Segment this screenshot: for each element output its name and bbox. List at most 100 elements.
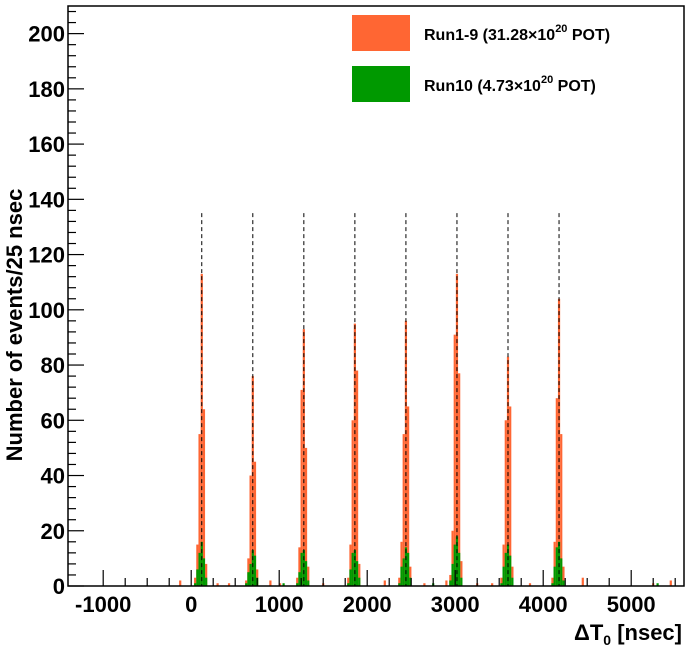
bar-run1-9-bunch5 xyxy=(407,406,410,586)
bar-run10-bunch5 xyxy=(400,566,403,586)
bar-run1-9-bunch8 xyxy=(557,298,561,586)
bar-run10-bunch7 xyxy=(511,577,514,586)
bar-run10-bunch4 xyxy=(347,583,350,586)
bar-run1-9-bunch7 xyxy=(506,356,510,586)
bar-run1-9-bunch6 xyxy=(458,373,461,586)
bar-run1-9-bunch7 xyxy=(509,406,512,586)
y-tick-label: 200 xyxy=(28,22,65,47)
bar-run10-bunch6 xyxy=(453,544,456,586)
bar-run10-bunch3 xyxy=(298,572,301,586)
x-tick-label: 0 xyxy=(185,592,197,617)
bar-run1-9-background xyxy=(278,583,282,586)
x-tick-label: 4000 xyxy=(519,592,568,617)
y-tick-label: 80 xyxy=(41,353,65,378)
bar-run10-bunch5 xyxy=(409,577,412,586)
bar-run10-bunch8 xyxy=(553,566,556,586)
x-tick-label: 2000 xyxy=(343,592,392,617)
bar-run1-9-background xyxy=(581,577,584,586)
bar-run10-bunch8 xyxy=(555,547,558,586)
bars-layer xyxy=(179,273,672,586)
bar-run1-9-bunch7 xyxy=(502,544,505,586)
bar-run1-9-bunch3 xyxy=(298,547,301,586)
bar-run1-9-bunch1 xyxy=(200,273,203,586)
bar-run1-9-bunch6 xyxy=(451,530,454,586)
bar-run1-9-bunch3 xyxy=(296,577,299,586)
bar-run10-background xyxy=(282,583,285,586)
bar-run10-bunch6 xyxy=(455,536,459,586)
bunch-center-lines xyxy=(201,213,560,586)
bar-run10-bunch2 xyxy=(251,550,254,586)
x-tick-labels: -1000 0 1000 2000 3000 4000 5000 xyxy=(75,592,656,617)
x-axis-title: ΔT0 [nsec] xyxy=(574,620,682,647)
bar-run1-9-bunch1 xyxy=(196,544,199,586)
y-tick-label: 140 xyxy=(28,187,65,212)
bar-run1-9-bunch5 xyxy=(409,566,412,586)
bar-run10-bunch8 xyxy=(562,580,565,586)
x-tick-label: 5000 xyxy=(607,592,656,617)
bar-run10-bunch6 xyxy=(458,552,461,586)
bar-run1-9-bunch4 xyxy=(358,563,361,586)
bar-run10-bunch3 xyxy=(302,550,305,586)
bar-run10-bunch2 xyxy=(253,555,257,586)
bar-run1-9-background xyxy=(227,583,231,586)
bar-run1-9-bunch7 xyxy=(500,577,503,586)
bar-run10-bunch4 xyxy=(353,550,356,586)
bar-run1-9-background xyxy=(383,580,386,586)
legend-swatch-run10 xyxy=(352,66,410,102)
bar-run1-9-bunch5 xyxy=(398,577,401,586)
bar-run1-9-bunch7 xyxy=(504,420,507,586)
x-tick-label: -1000 xyxy=(75,592,131,617)
bar-run10-bunch3 xyxy=(307,580,310,586)
bar-run10-bunch8 xyxy=(551,583,554,586)
x-tick-label: 1000 xyxy=(255,592,304,617)
bar-run10-bunch7 xyxy=(504,552,507,586)
bar-run10-bunch1 xyxy=(194,583,197,586)
bar-run1-9-bunch4 xyxy=(347,577,350,586)
bar-run1-9-bunch5 xyxy=(400,541,403,586)
bar-run1-9-bunch3 xyxy=(307,566,310,586)
y-tick-label: 180 xyxy=(28,77,65,102)
bar-run1-9-bunch3 xyxy=(302,329,305,586)
bar-run10-bunch7 xyxy=(509,555,512,586)
bar-run1-9-bunch8 xyxy=(553,541,556,586)
bar-run1-9-background xyxy=(216,583,219,586)
bar-run1-9-bunch8 xyxy=(560,434,563,586)
bar-run10-bunch5 xyxy=(407,552,410,586)
bar-run10-bunch1 xyxy=(202,558,206,586)
bar-run1-9-background xyxy=(491,583,494,586)
y-tick-labels: 0 20 40 60 80 100 120 140 160 180 200 xyxy=(28,22,65,599)
bar-run10-bunch6 xyxy=(460,577,463,586)
bar-run1-9-bunch1 xyxy=(194,577,197,586)
bar-run1-9-background xyxy=(179,580,182,586)
legend-label-run10: Run10 (4.73×1020 POT) xyxy=(424,74,596,95)
bar-run1-9-bunch2 xyxy=(253,461,257,586)
y-axis-title: Number of events/25 nsec xyxy=(2,189,27,462)
bar-run1-9-background xyxy=(669,580,672,586)
bar-run1-9-background xyxy=(528,583,532,586)
bar-run10-bunch3 xyxy=(304,561,308,586)
bar-run10-bunch5 xyxy=(398,583,401,586)
bar-run10-bunch1 xyxy=(198,552,201,586)
bar-run10-background xyxy=(656,583,659,586)
bar-run10-bunch2 xyxy=(247,572,250,586)
axis-ticks xyxy=(68,10,676,587)
bar-run10-bunch1 xyxy=(205,577,208,586)
y-tick-label: 20 xyxy=(41,519,65,544)
bar-run10-bunch3 xyxy=(300,552,303,586)
bar-run1-9-bunch1 xyxy=(198,434,201,586)
bar-run10-bunch4 xyxy=(355,561,359,586)
y-tick-label: 120 xyxy=(28,243,65,268)
bar-run10-bunch3 xyxy=(296,583,299,586)
plot-frame xyxy=(67,5,685,587)
bar-run10-bunch4 xyxy=(349,569,352,586)
bar-run10-bunch7 xyxy=(502,566,505,586)
y-tick-label: 160 xyxy=(28,132,65,157)
bar-run10-bunch7 xyxy=(500,583,503,586)
bar-run1-9-bunch4 xyxy=(351,420,354,586)
y-tick-label: 0 xyxy=(53,574,65,599)
bar-run10-bunch2 xyxy=(245,583,248,586)
bar-run1-9-background xyxy=(445,580,448,586)
bar-run1-9-bunch5 xyxy=(402,434,405,586)
x-tick-label: 3000 xyxy=(431,592,480,617)
